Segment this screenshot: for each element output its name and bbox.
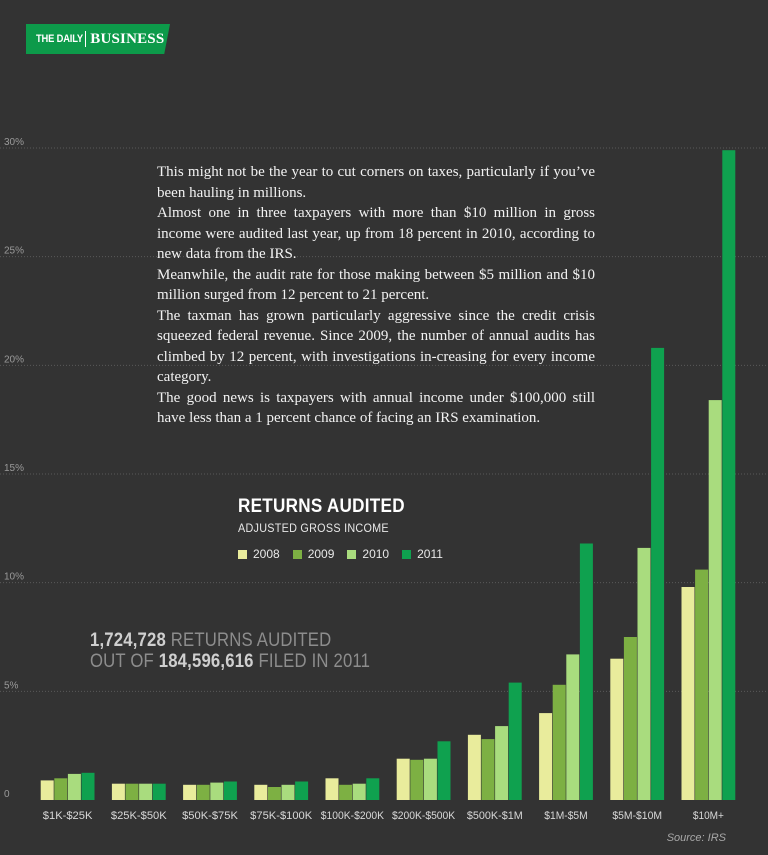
- bar-2009-2: [196, 784, 210, 800]
- bar-2008-2: [183, 784, 197, 800]
- x-tick-label: $1K-$25K: [43, 810, 93, 822]
- bar-2008-5: [396, 758, 410, 800]
- brand-daily-text: THE DAILY: [36, 33, 83, 45]
- filed-number: 184,596,616: [158, 651, 254, 672]
- y-tick-label: 25%: [4, 246, 24, 257]
- bar-2010-5: [423, 758, 437, 800]
- bar-2009-4: [339, 784, 353, 800]
- bar-2008-3: [254, 784, 268, 800]
- x-tick-label: $1M-$5M: [544, 810, 587, 822]
- bar-2009-8: [623, 637, 637, 800]
- bar-2011-4: [366, 778, 380, 800]
- legend-swatch-2008: [238, 549, 247, 559]
- bar-2011-2: [223, 781, 237, 800]
- brand-business-text: BUSINESS: [90, 30, 165, 47]
- legend-label-2011: 2011: [417, 547, 443, 561]
- legend-label-2008: 2008: [253, 547, 280, 561]
- audit-stat: 1,724,728 RETURNS AUDITED OUT OF 184,596…: [90, 630, 370, 672]
- bar-2008-1: [111, 783, 125, 800]
- y-tick-label: 5%: [4, 680, 19, 691]
- article-text: This might not be the year to cut corner…: [157, 162, 595, 429]
- bar-2011-1: [152, 783, 166, 800]
- filed-text: FILED IN 2011: [253, 651, 371, 672]
- x-tick-label: $200K-$500K: [392, 810, 456, 822]
- legend-label-2009: 2009: [307, 547, 335, 561]
- x-tick-label: $25K-$50K: [111, 810, 167, 822]
- audited-text: RETURNS AUDITED: [165, 630, 332, 651]
- x-tick-label: $500K-$1M: [467, 810, 523, 822]
- bar-2008-6: [467, 734, 481, 800]
- chart-title: RETURNS AUDITED: [238, 496, 405, 517]
- article-paragraph: This might not be the year to cut corner…: [157, 164, 595, 201]
- bar-2008-8: [610, 658, 624, 800]
- out-of-text: OUT OF: [90, 651, 159, 672]
- legend-item-2008: 2008: [238, 547, 280, 561]
- legend-swatch-2009: [292, 549, 302, 559]
- x-tick-label: $50K-$75K: [182, 810, 238, 822]
- bar-2009-6: [481, 739, 495, 800]
- bar-2011-0: [81, 772, 95, 800]
- bar-2008-7: [539, 713, 553, 800]
- bars: [40, 150, 736, 800]
- bar-2010-2: [210, 782, 224, 800]
- bar-2010-8: [637, 547, 651, 800]
- bar-2009-5: [410, 759, 424, 800]
- bar-2011-8: [651, 347, 665, 800]
- bar-2009-1: [125, 783, 139, 800]
- article-paragraph: The good news is taxpayers with annual i…: [157, 389, 595, 427]
- legend-item-2010: 2010: [347, 547, 389, 561]
- audit-stat-line-1: 1,724,728 RETURNS AUDITED: [90, 630, 370, 651]
- article-paragraph: Almost one in three taxpayers with more …: [157, 205, 595, 262]
- bar-2010-6: [495, 726, 509, 800]
- brand-separator: [85, 31, 87, 47]
- legend: 2008 2009 2010 2011: [238, 547, 456, 561]
- brand-logo: THE DAILY BUSINESS: [26, 24, 170, 54]
- y-axis-ticks: 0 5% 10% 15% 20% 25% 30%: [4, 137, 24, 800]
- bar-2010-7: [566, 654, 580, 800]
- y-tick-label: 30%: [4, 137, 24, 148]
- legend-swatch-2010: [347, 549, 357, 559]
- audited-number: 1,724,728: [90, 630, 166, 651]
- bar-2009-9: [695, 569, 709, 800]
- bar-2009-0: [54, 778, 68, 800]
- bar-2008-0: [40, 780, 54, 800]
- x-tick-label: $5M-$10M: [612, 810, 662, 822]
- legend-swatch-2011: [402, 549, 412, 559]
- article-paragraph: Meanwhile, the audit rate for those maki…: [157, 266, 595, 304]
- bar-2010-1: [139, 783, 153, 800]
- y-tick-label: 20%: [4, 354, 24, 365]
- x-tick-label: $75K-$100K: [250, 810, 313, 822]
- legend-item-2009: 2009: [292, 547, 335, 561]
- bar-2011-9: [722, 150, 736, 800]
- article-paragraph: The taxman has grown particularly aggres…: [157, 307, 595, 386]
- bar-2011-6: [508, 682, 522, 800]
- y-tick-label: 10%: [4, 572, 24, 583]
- legend-label-2010: 2010: [362, 547, 390, 561]
- y-tick-label: 15%: [4, 463, 24, 474]
- bar-2011-3: [295, 781, 309, 800]
- x-tick-label: $10M+: [693, 810, 724, 822]
- chart-subtitle: ADJUSTED GROSS INCOME: [238, 521, 389, 535]
- bar-2009-7: [552, 684, 566, 800]
- bar-2010-9: [708, 400, 722, 800]
- bar-2011-5: [437, 741, 451, 800]
- legend-item-2011: 2011: [402, 547, 443, 561]
- bar-2010-3: [281, 784, 295, 800]
- x-tick-label: $100K-$200K: [321, 810, 385, 822]
- x-axis-ticks: $1K-$25K $25K-$50K $50K-$75K $75K-$100K $100…: [43, 810, 724, 822]
- y-tick-label: 0: [4, 789, 10, 800]
- bar-2008-4: [325, 778, 339, 800]
- bar-2010-0: [67, 773, 81, 800]
- source-note: Source: IRS: [666, 832, 726, 844]
- bar-2010-4: [352, 783, 366, 800]
- bar-2009-3: [267, 787, 281, 800]
- bar-2011-7: [579, 543, 593, 800]
- audit-stat-line-2: OUT OF 184,596,616 FILED IN 2011: [90, 651, 370, 672]
- bar-2008-9: [681, 587, 695, 800]
